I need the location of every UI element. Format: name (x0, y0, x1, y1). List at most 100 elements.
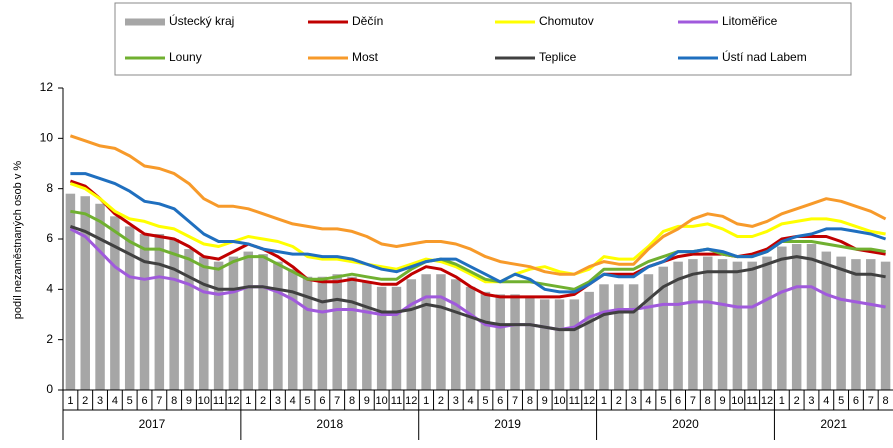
x-tick-label: 3 (453, 395, 459, 407)
x-tick-label: 9 (364, 395, 370, 407)
x-tick-label: 11 (213, 395, 224, 407)
bar (154, 233, 165, 390)
x-tick-label: 8 (349, 395, 355, 407)
x-tick-label: 5 (127, 395, 133, 407)
year-label: 2020 (672, 417, 699, 431)
x-tick-label: 1 (245, 395, 251, 407)
y-tick-label: 10 (40, 131, 54, 145)
x-tick-label: 9 (719, 395, 725, 407)
y-axis-label: podíl nezaměstnaných osob v % (12, 161, 24, 320)
x-tick-label: 5 (304, 395, 310, 407)
bar (851, 259, 861, 390)
x-tick-label: 7 (334, 395, 340, 407)
year-label: 2017 (139, 417, 166, 431)
bar (362, 281, 372, 390)
bar (806, 244, 817, 390)
y-tick-label: 2 (46, 332, 53, 346)
bar (302, 276, 313, 390)
year-label: 2021 (820, 417, 847, 431)
x-tick-label: 10 (553, 395, 565, 407)
year-label: 2019 (494, 417, 521, 431)
bar (732, 261, 743, 390)
x-tick-label: 2 (794, 395, 800, 407)
x-tick-label: 12 (761, 395, 773, 407)
x-tick-label: 3 (631, 395, 637, 407)
bar (480, 291, 491, 390)
x-tick-label: 12 (227, 395, 239, 407)
x-tick-label: 2 (82, 395, 88, 407)
year-label: 2018 (316, 417, 343, 431)
x-tick-label: 3 (808, 395, 814, 407)
y-tick-label: 8 (46, 181, 53, 195)
bar (406, 279, 417, 390)
bar (391, 286, 402, 390)
bar (702, 256, 713, 390)
bar (510, 294, 520, 390)
bar (762, 256, 772, 390)
bar (791, 244, 802, 390)
bar (777, 246, 787, 390)
x-tick-label: 6 (497, 395, 503, 407)
x-tick-label: 7 (690, 395, 696, 407)
bar (332, 274, 342, 390)
x-tick-label: 2 (438, 395, 444, 407)
bar (287, 269, 298, 390)
y-tick-label: 6 (46, 231, 53, 245)
bar (317, 276, 328, 390)
line-series (69, 134, 887, 276)
bar (243, 251, 254, 390)
bar (525, 296, 535, 390)
x-tick-label: 8 (171, 395, 177, 407)
bar (717, 259, 728, 390)
bar (836, 256, 846, 390)
bar (495, 294, 505, 390)
x-tick-label: 2 (616, 395, 622, 407)
x-tick-label: 11 (391, 395, 402, 407)
x-tick-label: 11 (746, 395, 757, 407)
x-tick-label: 3 (97, 395, 103, 407)
bar (139, 233, 150, 390)
x-tick-label: 10 (198, 395, 210, 407)
legend-label: Děčín (352, 14, 383, 28)
x-tick-label: 12 (583, 395, 595, 407)
legend-box (114, 2, 852, 76)
bar (258, 254, 268, 390)
x-tick-label: 10 (376, 395, 388, 407)
bar (199, 256, 209, 390)
bar (643, 274, 654, 390)
x-tick-label: 2 (260, 395, 266, 407)
y-tick-label: 12 (40, 80, 54, 94)
legend-label: Litoměřice (722, 14, 778, 28)
legend-label: Ústecký kraj (169, 13, 234, 28)
bar (569, 299, 580, 390)
y-tick-label: 4 (46, 282, 53, 296)
x-tick-label: 7 (156, 395, 162, 407)
legend-label: Louny (169, 50, 202, 64)
x-tick-label: 4 (468, 395, 474, 407)
x-tick-label: 5 (660, 395, 666, 407)
x-tick-label: 9 (542, 395, 548, 407)
x-tick-label: 9 (186, 395, 192, 407)
y-tick-label: 0 (46, 382, 53, 396)
x-tick-label: 1 (423, 395, 429, 407)
line-series (70, 172, 887, 294)
x-tick-label: 1 (67, 395, 73, 407)
bar (184, 249, 194, 390)
x-tick-label: 7 (512, 395, 518, 407)
bar (821, 251, 832, 390)
bar (880, 261, 891, 390)
line-series (69, 182, 886, 284)
bar (554, 299, 565, 390)
x-tick-label: 8 (705, 395, 711, 407)
bar (747, 261, 757, 390)
bar (436, 274, 446, 390)
bar (65, 193, 76, 390)
x-tick-label: 5 (482, 395, 488, 407)
bar (673, 261, 683, 390)
bar (465, 286, 476, 390)
bar (599, 284, 609, 390)
bar (421, 274, 431, 390)
x-tick-label: 12 (405, 395, 417, 407)
line-series (69, 179, 886, 299)
